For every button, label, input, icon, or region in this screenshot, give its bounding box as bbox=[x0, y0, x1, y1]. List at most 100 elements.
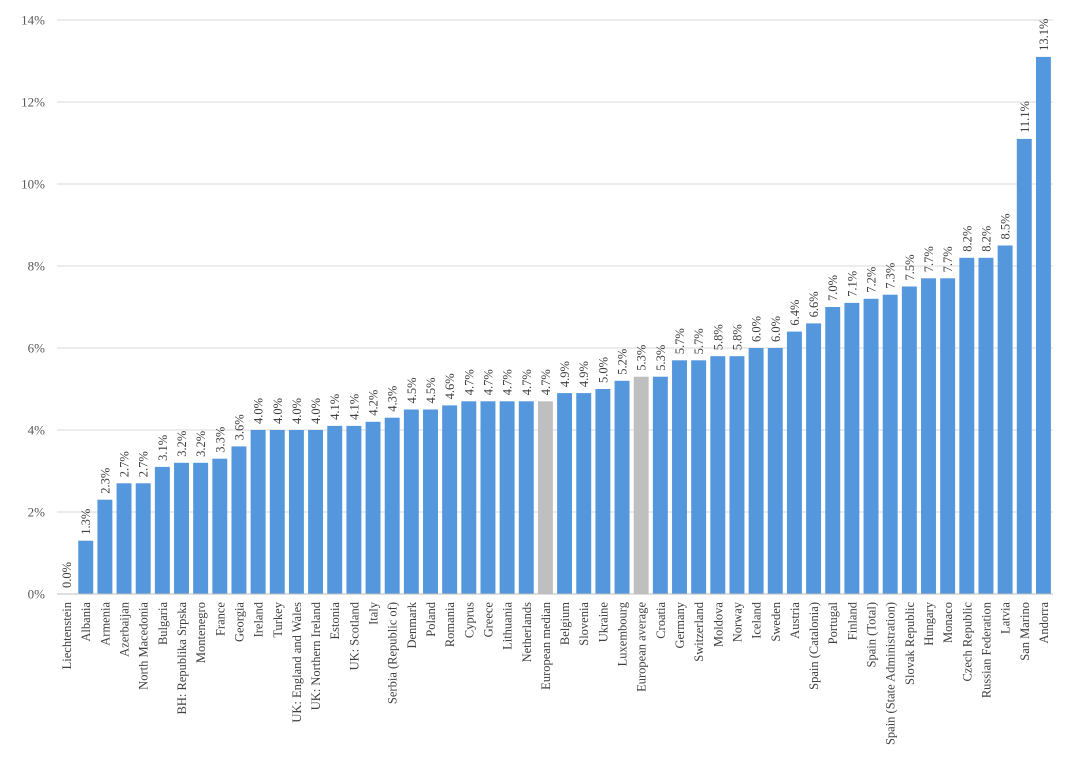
bar bbox=[346, 425, 362, 594]
y-tick-label: 0% bbox=[28, 587, 46, 602]
category-label: Sweden bbox=[769, 601, 783, 641]
data-label: 7.7% bbox=[941, 246, 955, 272]
category-label: Montenegro bbox=[194, 602, 208, 663]
data-label: 3.2% bbox=[175, 431, 189, 457]
data-label: 4.0% bbox=[252, 398, 266, 424]
category-label: UK: England and Wales bbox=[290, 602, 304, 723]
bar bbox=[403, 409, 419, 594]
data-label: 0.0% bbox=[60, 562, 74, 588]
data-label: 4.7% bbox=[462, 369, 476, 395]
y-tick-label: 8% bbox=[28, 259, 46, 274]
bar bbox=[384, 417, 400, 594]
bar bbox=[480, 401, 496, 594]
category-label: Azerbaijan bbox=[118, 601, 132, 657]
y-tick-label: 2% bbox=[28, 505, 46, 520]
category-label: Latvia bbox=[999, 602, 1013, 634]
data-label: 5.8% bbox=[711, 324, 725, 350]
category-label: Hungary bbox=[922, 601, 936, 645]
data-label: 5.3% bbox=[654, 345, 668, 371]
data-label: 1.3% bbox=[79, 509, 93, 535]
category-label: Slovak Republic bbox=[903, 602, 917, 685]
bar bbox=[423, 409, 438, 594]
bar bbox=[288, 430, 304, 594]
category-label: Spain (State Administration) bbox=[884, 602, 898, 745]
data-label: 2.7% bbox=[118, 451, 132, 477]
data-label: 4.9% bbox=[577, 361, 591, 387]
bar bbox=[614, 380, 630, 594]
data-label: 6.4% bbox=[788, 300, 802, 326]
category-label: Russian Federation bbox=[979, 601, 993, 698]
bar bbox=[365, 421, 381, 594]
bar bbox=[576, 393, 592, 594]
data-label: 5.3% bbox=[635, 345, 649, 371]
bar bbox=[767, 348, 783, 594]
data-label: 3.3% bbox=[213, 427, 227, 453]
category-label: Romania bbox=[443, 602, 457, 648]
data-label: 6.6% bbox=[807, 291, 821, 317]
data-label: 11.1% bbox=[1018, 101, 1032, 133]
y-axis-tick-labels: 0% 2% 4% 6% 8% 10% 12% 14% bbox=[21, 13, 45, 602]
data-label: 4.1% bbox=[328, 394, 342, 420]
category-label: San Marino bbox=[1018, 602, 1032, 661]
gridlines bbox=[57, 19, 1053, 513]
bar bbox=[710, 356, 726, 594]
bar bbox=[863, 298, 879, 594]
data-label: 13.1% bbox=[1037, 19, 1051, 51]
bar bbox=[327, 425, 343, 594]
bar bbox=[672, 360, 687, 594]
y-tick-label: 10% bbox=[21, 177, 45, 192]
bar bbox=[595, 389, 611, 594]
data-label: 4.7% bbox=[501, 369, 515, 395]
data-label: 4.0% bbox=[271, 398, 285, 424]
data-label: 4.0% bbox=[290, 398, 304, 424]
data-label: 4.5% bbox=[405, 377, 419, 403]
data-label: 4.0% bbox=[309, 398, 323, 424]
category-label: Armenia bbox=[98, 602, 112, 646]
category-label: European average bbox=[635, 602, 649, 692]
bar bbox=[978, 257, 994, 594]
category-label: Denmark bbox=[405, 601, 419, 648]
category-label: France bbox=[213, 602, 227, 636]
category-label: Spain (Catalonia) bbox=[807, 602, 821, 690]
category-label: Luxembourg bbox=[616, 601, 630, 666]
category-label: Slovenia bbox=[577, 602, 591, 646]
category-label: Turkey bbox=[271, 601, 285, 637]
bar bbox=[557, 393, 573, 594]
bar bbox=[212, 458, 228, 594]
category-label: Switzerland bbox=[692, 601, 706, 661]
bar bbox=[250, 430, 266, 594]
bar bbox=[269, 430, 285, 594]
category-label: Liechtenstein bbox=[60, 601, 74, 669]
category-label: Portugal bbox=[826, 601, 840, 644]
x-axis-category-labels: Liechtenstein Albania Armenia Azerbaijan Nor… bbox=[60, 601, 1051, 745]
data-label: 6.0% bbox=[769, 316, 783, 342]
category-label: Ireland bbox=[252, 601, 266, 637]
bar bbox=[308, 430, 324, 594]
data-labels: 0.0% 1.3% 2.3% 2.7% 2.7% 3.1% 3.2% 3.2% 3.3% 3.6%… bbox=[60, 19, 1051, 588]
data-label: 5.2% bbox=[616, 349, 630, 375]
category-label: Albania bbox=[79, 602, 93, 642]
bar bbox=[537, 401, 553, 594]
data-label: 4.7% bbox=[539, 369, 553, 395]
bar bbox=[729, 356, 745, 594]
category-label: Belgium bbox=[558, 602, 572, 645]
y-tick-label: 14% bbox=[21, 13, 45, 28]
bar bbox=[116, 483, 132, 594]
bar bbox=[959, 257, 975, 594]
category-label: Iceland bbox=[750, 601, 764, 639]
bar bbox=[135, 483, 151, 594]
data-label: 7.3% bbox=[884, 263, 898, 289]
bar bbox=[97, 499, 113, 594]
bar bbox=[825, 307, 841, 594]
category-label: Andorra bbox=[1037, 602, 1051, 644]
bar bbox=[748, 348, 764, 594]
bar bbox=[1035, 56, 1051, 594]
data-label: 5.7% bbox=[692, 328, 706, 354]
data-label: 4.6% bbox=[443, 373, 457, 399]
category-label: Cyprus bbox=[462, 602, 476, 638]
bar bbox=[193, 462, 209, 594]
y-tick-label: 4% bbox=[28, 423, 46, 438]
data-label: 3.1% bbox=[156, 435, 170, 461]
